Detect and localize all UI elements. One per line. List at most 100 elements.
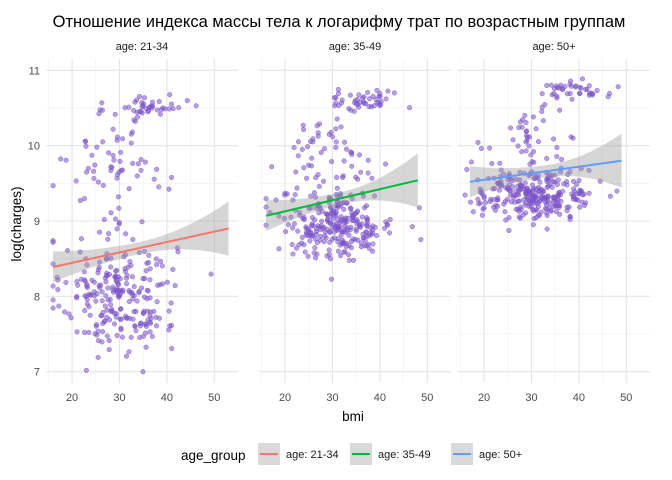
data-point: [126, 299, 132, 305]
data-point: [105, 236, 111, 242]
data-point: [156, 98, 162, 105]
data-point: [374, 87, 380, 93]
data-point: [127, 259, 133, 265]
data-point: [140, 369, 146, 375]
data-point: [558, 156, 565, 162]
data-point: [99, 339, 105, 345]
x-tick-label: 30: [326, 392, 338, 404]
data-point: [530, 149, 537, 155]
data-point: [157, 282, 163, 288]
data-point: [470, 209, 476, 215]
data-point: [50, 283, 56, 289]
data-point: [113, 268, 119, 274]
data-point: [93, 298, 99, 304]
data-point: [383, 96, 389, 102]
data-point: [554, 144, 560, 151]
data-point: [468, 199, 474, 205]
data-points: [462, 76, 621, 234]
data-point: [344, 225, 350, 231]
data-point: [294, 185, 300, 191]
data-point: [147, 329, 153, 335]
data-point: [87, 312, 93, 318]
data-point: [126, 349, 132, 355]
data-point: [159, 106, 165, 112]
data-point: [346, 243, 352, 249]
data-point: [146, 252, 152, 258]
legend-label: age: 21-34: [286, 449, 339, 461]
data-point: [106, 231, 112, 237]
data-point: [302, 249, 308, 255]
data-point: [361, 94, 367, 100]
x-tick-label: 50: [620, 392, 632, 404]
data-point: [291, 221, 297, 227]
data-point: [83, 138, 89, 144]
data-point: [515, 143, 521, 149]
data-point: [526, 134, 533, 140]
data-point: [335, 248, 341, 254]
x-tick-label: 40: [161, 392, 173, 404]
data-point: [312, 194, 319, 200]
data-point: [63, 279, 69, 286]
data-point: [109, 306, 115, 312]
data-point: [338, 124, 344, 130]
data-point: [317, 233, 324, 240]
legend-title: age_group: [181, 448, 246, 463]
data-point: [101, 217, 107, 223]
data-point: [519, 124, 525, 130]
data-point: [333, 139, 339, 145]
data-point: [154, 107, 160, 113]
data-point: [95, 328, 101, 334]
data-point: [99, 100, 105, 106]
data-point: [283, 229, 289, 235]
data-point: [164, 279, 170, 285]
data-point: [368, 104, 374, 110]
data-point: [308, 193, 314, 199]
data-point: [407, 105, 413, 111]
data-point: [531, 216, 537, 222]
data-point: [88, 292, 94, 298]
data-point: [539, 91, 545, 97]
data-point: [374, 100, 380, 106]
chart-title: Отношение индекса массы тела к логарифму…: [53, 13, 626, 31]
data-point: [584, 86, 590, 92]
data-point: [542, 194, 548, 200]
data-point: [136, 250, 142, 256]
legend: age_group age: 21-34 age: 35-49 age: 50+: [181, 443, 522, 465]
data-point: [50, 305, 56, 311]
data-point: [370, 248, 376, 254]
data-point: [175, 249, 181, 255]
data-point: [106, 150, 112, 156]
data-point: [334, 185, 340, 191]
data-point: [74, 293, 80, 300]
data-point: [153, 256, 159, 262]
data-point: [293, 245, 300, 251]
data-point: [548, 82, 554, 88]
legend-item: age: 50+: [451, 443, 522, 465]
data-point: [320, 178, 327, 184]
data-point: [143, 344, 149, 350]
data-point: [102, 318, 108, 324]
data-point: [148, 103, 154, 109]
data-point: [506, 227, 512, 234]
data-point: [355, 208, 361, 214]
data-point: [154, 262, 160, 268]
data-point: [344, 219, 350, 225]
data-point: [570, 178, 577, 184]
x-tick-label: 20: [478, 392, 490, 404]
data-point: [536, 203, 542, 210]
data-point: [527, 190, 533, 196]
data-point: [141, 95, 147, 101]
data-point: [167, 323, 173, 329]
data-point: [516, 214, 522, 220]
data-point: [348, 149, 355, 156]
data-point: [299, 234, 305, 240]
data-point: [118, 327, 124, 333]
data-point: [367, 96, 373, 102]
data-point: [81, 196, 88, 202]
data-point: [137, 320, 144, 327]
data-point: [84, 262, 90, 268]
data-point: [50, 183, 56, 189]
data-point: [515, 206, 521, 212]
data-point: [64, 248, 71, 254]
